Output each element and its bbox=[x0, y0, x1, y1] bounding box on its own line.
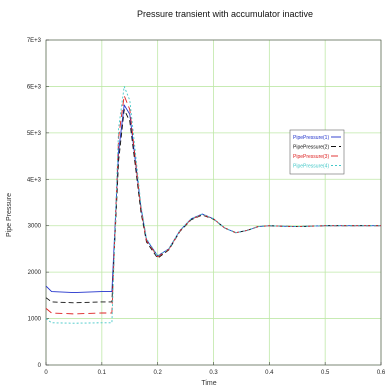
legend-entry-label: PipePressure(3) bbox=[293, 154, 329, 160]
y-axis-label: Pipe Pressure bbox=[6, 193, 13, 237]
y-tick-label: 2000 bbox=[28, 270, 42, 276]
axis-ticks: 0 0.1 0.2 0.3 0.4 0.5 0.6 0 1000 2000 3000 4E+3 5E+3… bbox=[27, 38, 386, 376]
y-tick-label: 3000 bbox=[28, 224, 42, 230]
y-tick-label: 1000 bbox=[28, 317, 42, 323]
legend-entry-label: PipePressure(2) bbox=[293, 145, 329, 151]
y-tick-label: 7E+3 bbox=[27, 38, 42, 44]
y-tick-label: 5E+3 bbox=[27, 131, 42, 137]
series-line-4 bbox=[45, 85, 381, 324]
x-tick-label: 0.6 bbox=[377, 370, 386, 376]
x-tick-label: 0.5 bbox=[321, 370, 330, 376]
x-tick-label: 0.1 bbox=[98, 370, 107, 376]
x-tick-label: 0.4 bbox=[265, 370, 274, 376]
x-tick-label: 0 bbox=[44, 370, 48, 376]
x-tick-label: 0.3 bbox=[209, 370, 218, 376]
y-tick-label: 4E+3 bbox=[27, 177, 42, 183]
chart-title: Pressure transient with accumulator inac… bbox=[137, 9, 313, 19]
y-tick-label: 0 bbox=[38, 363, 42, 369]
grid bbox=[45, 39, 382, 366]
legend-entry-label: PipePressure(4) bbox=[293, 164, 329, 170]
legend-entry-label: PipePressure(1) bbox=[293, 135, 329, 141]
series-lines bbox=[45, 85, 381, 324]
x-axis-label: Time bbox=[201, 380, 216, 387]
legend: PipePressure(1) PipePressure(2) PipePressu… bbox=[289, 129, 345, 175]
x-tick-label: 0.2 bbox=[153, 370, 162, 376]
y-tick-label: 6E+3 bbox=[27, 84, 42, 90]
